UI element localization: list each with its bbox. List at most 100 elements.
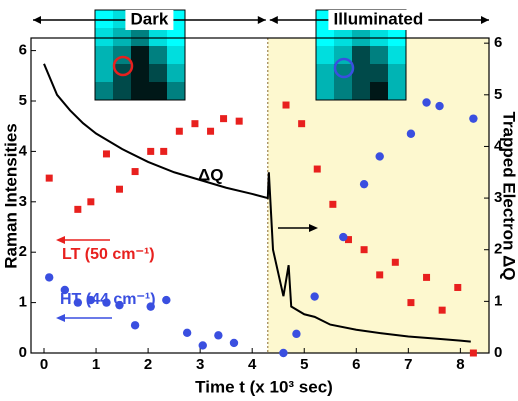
x-tick-label: 6 xyxy=(352,356,360,373)
ht-arrow-head xyxy=(56,314,65,322)
lt-point xyxy=(314,166,321,173)
inset-pixel xyxy=(352,28,370,46)
inset-pixel xyxy=(149,64,167,82)
inset-pixel xyxy=(131,64,149,82)
lt-point xyxy=(298,120,305,127)
lt-point xyxy=(470,350,477,357)
inset-pixel xyxy=(352,46,370,64)
y-tick-label: 0 xyxy=(19,344,27,361)
x-tick-label: 1 xyxy=(92,356,100,373)
ht-point xyxy=(469,114,477,122)
inset-pixel xyxy=(316,82,334,100)
inset-pixel xyxy=(131,82,149,100)
chart: Time t (x 10³ sec) Raman Intensities Tra… xyxy=(0,0,518,401)
lt-point xyxy=(103,150,110,157)
inset-pixel xyxy=(149,46,167,64)
inset-pixel xyxy=(131,46,149,64)
lt-point xyxy=(74,206,81,213)
inset-pixel xyxy=(167,46,185,64)
x-tick-label: 7 xyxy=(404,356,412,373)
lt-point xyxy=(361,246,368,253)
lt-point xyxy=(207,128,214,135)
ht-point xyxy=(45,273,53,281)
y2-tick-label: 1 xyxy=(494,292,502,309)
ht-point xyxy=(214,331,222,339)
y-tick-label: 6 xyxy=(19,42,27,59)
ht-point xyxy=(339,233,347,241)
inset-pixel xyxy=(149,82,167,100)
ht-point xyxy=(230,339,238,347)
lt-point xyxy=(407,299,414,306)
inset-pixel xyxy=(149,28,167,46)
inset-pixel xyxy=(388,82,406,100)
y2-tick-label: 2 xyxy=(494,241,502,258)
x-tick-label: 0 xyxy=(40,356,48,373)
ht-point xyxy=(310,292,318,300)
lt-point xyxy=(220,115,227,122)
lt-point xyxy=(116,186,123,193)
x-tick-label: 5 xyxy=(300,356,308,373)
inset-pixel xyxy=(334,82,352,100)
y-axis-label: Raman Intensities xyxy=(1,123,20,269)
lt-point xyxy=(423,274,430,281)
ht-point xyxy=(376,152,384,160)
y-tick-label: 4 xyxy=(19,142,28,159)
inset-pixel xyxy=(167,28,185,46)
inset-pixel xyxy=(352,82,370,100)
inset-pixel xyxy=(167,82,185,100)
inset-pixel xyxy=(113,28,131,46)
lt-point xyxy=(236,118,243,125)
lt-point xyxy=(454,284,461,291)
ht-point xyxy=(360,180,368,188)
inset-pixel xyxy=(388,64,406,82)
inset-pixel xyxy=(370,28,388,46)
x-tick-label: 2 xyxy=(144,356,152,373)
ht-point xyxy=(279,349,287,357)
x-axis-label: Time t (x 10³ sec) xyxy=(195,377,333,396)
ht-point xyxy=(407,130,415,138)
annotation: Dark xyxy=(130,9,168,28)
y2-tick-label: 6 xyxy=(494,34,502,51)
lt-point xyxy=(87,198,94,205)
x-tick-label: 4 xyxy=(248,356,257,373)
inset-pixel xyxy=(352,64,370,82)
y2-tick-label: 4 xyxy=(494,137,503,154)
ht-point xyxy=(435,102,443,110)
inset-pixel xyxy=(370,64,388,82)
lt-label: LT (50 cm⁻¹) xyxy=(62,246,155,263)
lt-point xyxy=(329,201,336,208)
lt-arrow-head xyxy=(56,236,65,244)
inset-pixel xyxy=(95,64,113,82)
y-tick-label: 1 xyxy=(19,294,27,311)
inset-pixel xyxy=(95,82,113,100)
lt-point xyxy=(191,120,198,127)
lt-point xyxy=(392,259,399,266)
inset-pixel xyxy=(334,28,352,46)
inset-pixel xyxy=(388,28,406,46)
ht-point xyxy=(183,329,191,337)
y2-tick-label: 0 xyxy=(494,344,502,361)
inset-pixel xyxy=(113,82,131,100)
inset-pixel xyxy=(316,28,334,46)
lt-point xyxy=(147,148,154,155)
y-tick-label: 3 xyxy=(19,193,27,210)
inset-pixel xyxy=(95,46,113,64)
inset-pixel xyxy=(95,28,113,46)
ht-point xyxy=(199,341,207,349)
inset-pixel xyxy=(370,82,388,100)
y-tick-label: 5 xyxy=(19,92,27,109)
inset-pixel xyxy=(316,46,334,64)
inset-pixel xyxy=(167,64,185,82)
inset-pixel xyxy=(316,64,334,82)
x-tick-label: 3 xyxy=(196,356,204,373)
lt-point xyxy=(160,148,167,155)
dq-label: ΔQ xyxy=(198,165,223,184)
y2-tick-label: 5 xyxy=(494,86,502,103)
ht-label: HT (44 cm⁻¹) xyxy=(60,291,156,308)
inset-pixel xyxy=(388,46,406,64)
lt-point xyxy=(439,307,446,314)
ht-point xyxy=(292,330,300,338)
annotation: Illuminated xyxy=(334,9,424,28)
lt-point xyxy=(46,175,53,182)
lt-point xyxy=(283,102,290,109)
